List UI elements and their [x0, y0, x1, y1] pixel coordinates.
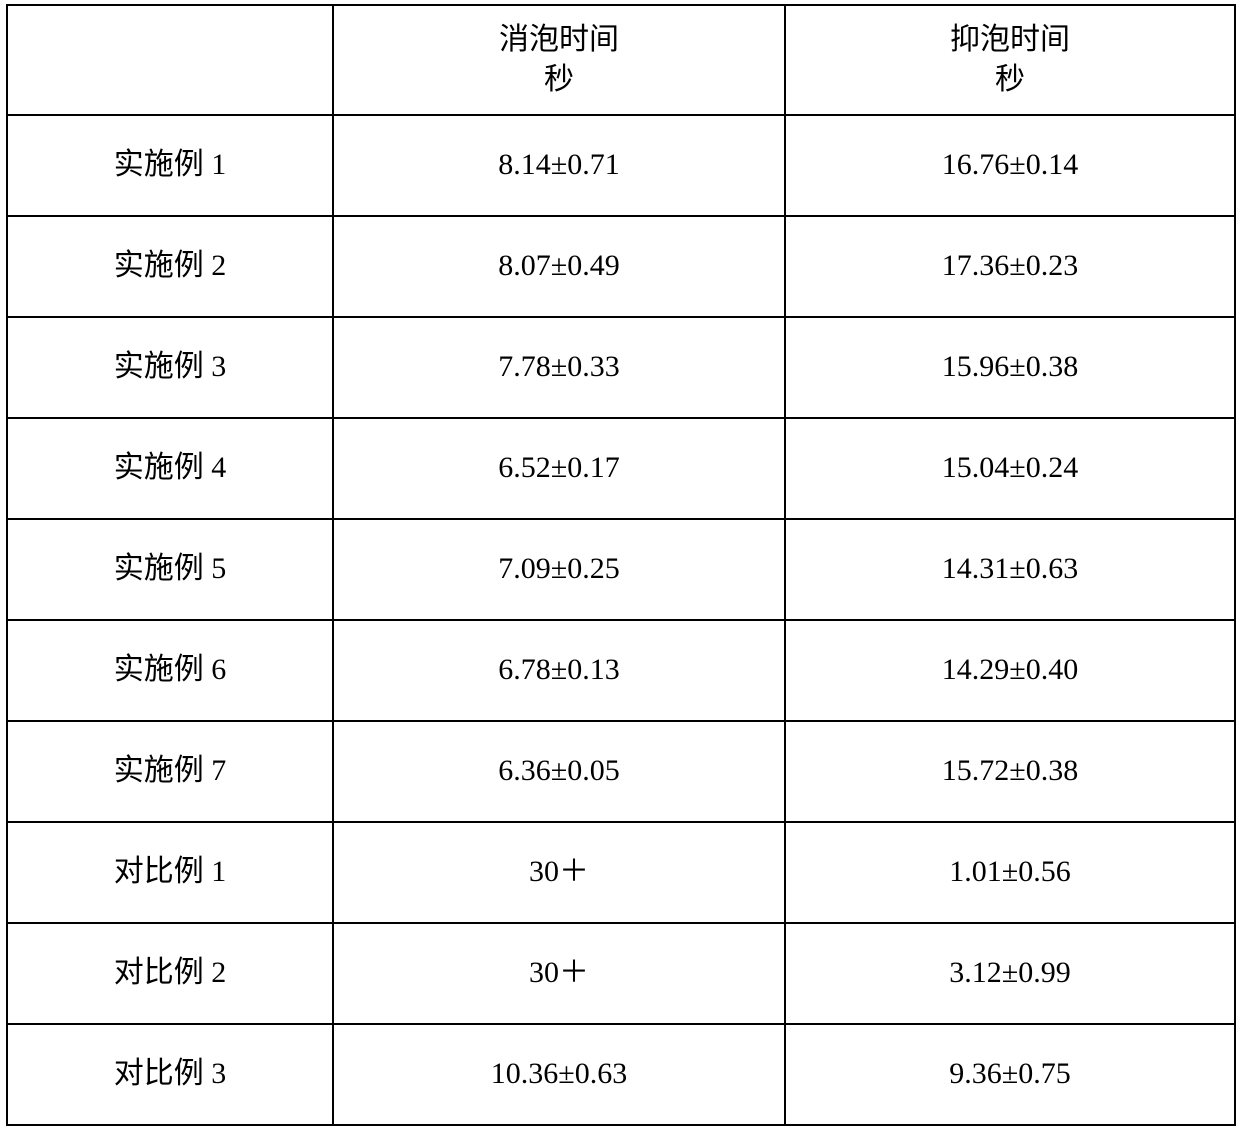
cell-value: 9.36±0.75 [785, 1024, 1235, 1125]
table-row: 对比例 3 10.36±0.63 9.36±0.75 [7, 1024, 1235, 1125]
row-label: 实施例 3 [7, 317, 333, 418]
header-label: 消泡时间 [334, 20, 784, 61]
cell-value: 7.78±0.33 [333, 317, 785, 418]
header-unit: 秒 [786, 60, 1234, 101]
table-row: 对比例 2 30＋ 3.12±0.99 [7, 923, 1235, 1024]
cell-value: 8.07±0.49 [333, 216, 785, 317]
cell-value: 16.76±0.14 [785, 115, 1235, 216]
table-container: 消泡时间 秒 抑泡时间 秒 实施例 1 8.14±0.71 16.76±0.14… [0, 0, 1240, 1130]
row-label: 对比例 3 [7, 1024, 333, 1125]
cell-value: 3.12±0.99 [785, 923, 1235, 1024]
cell-value: 15.96±0.38 [785, 317, 1235, 418]
cell-value: 14.31±0.63 [785, 519, 1235, 620]
table-row: 实施例 3 7.78±0.33 15.96±0.38 [7, 317, 1235, 418]
cell-value: 1.01±0.56 [785, 822, 1235, 923]
cell-value: 15.04±0.24 [785, 418, 1235, 519]
header-cell-empty [7, 5, 333, 115]
header-label: 抑泡时间 [786, 20, 1234, 61]
row-label: 实施例 7 [7, 721, 333, 822]
row-label: 对比例 2 [7, 923, 333, 1024]
cell-value: 6.78±0.13 [333, 620, 785, 721]
table-row: 实施例 7 6.36±0.05 15.72±0.38 [7, 721, 1235, 822]
table-row: 实施例 5 7.09±0.25 14.31±0.63 [7, 519, 1235, 620]
cell-value: 17.36±0.23 [785, 216, 1235, 317]
table-row: 实施例 1 8.14±0.71 16.76±0.14 [7, 115, 1235, 216]
cell-value: 30＋ [333, 822, 785, 923]
header-cell-antifoam-time: 抑泡时间 秒 [785, 5, 1235, 115]
header-unit: 秒 [334, 60, 784, 101]
table-header-row: 消泡时间 秒 抑泡时间 秒 [7, 5, 1235, 115]
cell-value: 14.29±0.40 [785, 620, 1235, 721]
row-label: 对比例 1 [7, 822, 333, 923]
header-cell-defoam-time: 消泡时间 秒 [333, 5, 785, 115]
cell-value: 6.36±0.05 [333, 721, 785, 822]
table-body: 实施例 1 8.14±0.71 16.76±0.14 实施例 2 8.07±0.… [7, 115, 1235, 1125]
row-label: 实施例 5 [7, 519, 333, 620]
table-row: 实施例 2 8.07±0.49 17.36±0.23 [7, 216, 1235, 317]
row-label: 实施例 2 [7, 216, 333, 317]
cell-value: 10.36±0.63 [333, 1024, 785, 1125]
cell-value: 8.14±0.71 [333, 115, 785, 216]
cell-value: 6.52±0.17 [333, 418, 785, 519]
data-table: 消泡时间 秒 抑泡时间 秒 实施例 1 8.14±0.71 16.76±0.14… [6, 4, 1236, 1126]
cell-value: 30＋ [333, 923, 785, 1024]
row-label: 实施例 1 [7, 115, 333, 216]
row-label: 实施例 6 [7, 620, 333, 721]
cell-value: 15.72±0.38 [785, 721, 1235, 822]
table-row: 实施例 4 6.52±0.17 15.04±0.24 [7, 418, 1235, 519]
table-row: 实施例 6 6.78±0.13 14.29±0.40 [7, 620, 1235, 721]
table-row: 对比例 1 30＋ 1.01±0.56 [7, 822, 1235, 923]
cell-value: 7.09±0.25 [333, 519, 785, 620]
row-label: 实施例 4 [7, 418, 333, 519]
